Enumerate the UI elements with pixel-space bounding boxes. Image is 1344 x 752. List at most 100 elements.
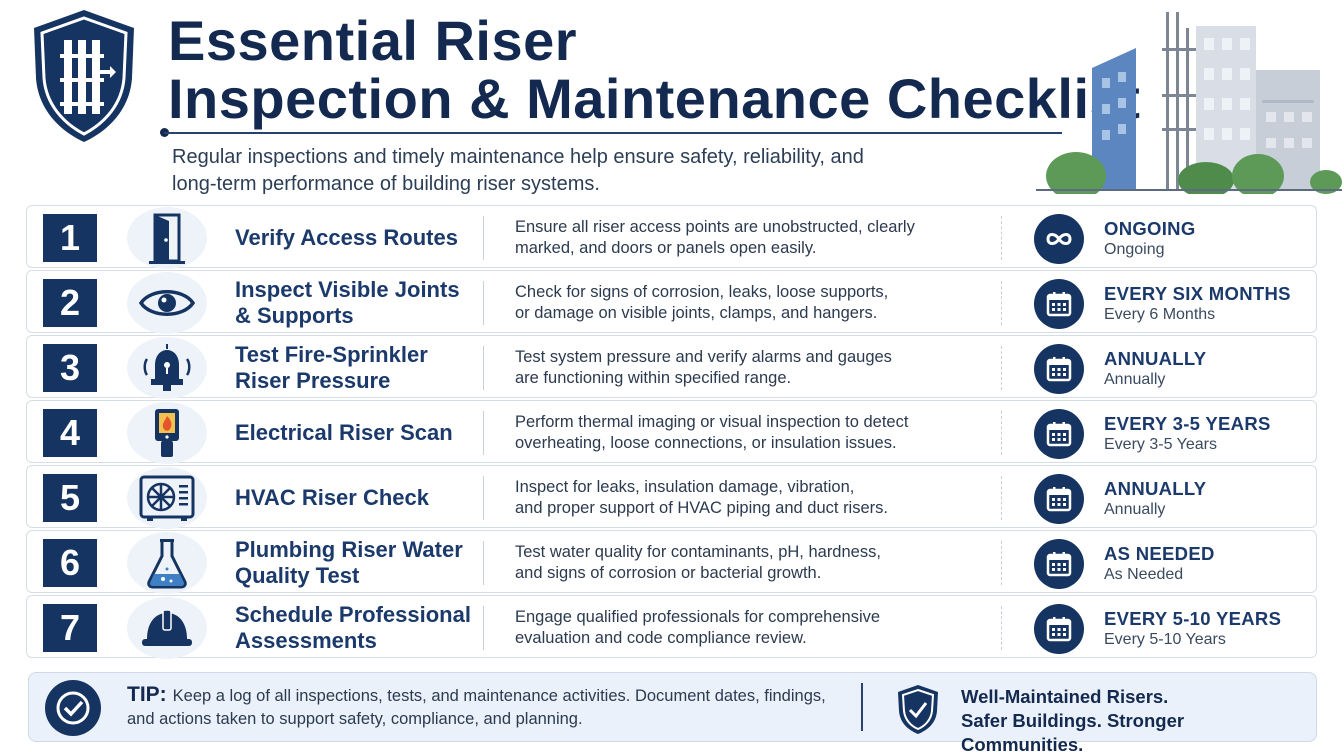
calendar-icon [1046,357,1072,382]
hvac-unit-icon [139,475,195,521]
header: Essential Riser Inspection & Maintenance… [0,0,1344,200]
subtitle-line-1: Regular inspections and timely maintenan… [172,146,864,168]
step-number: 2 [43,279,97,327]
row-title: Plumbing Riser Water Quality Test [235,536,463,588]
frequency-label: ANNUALLY [1104,348,1207,369]
row-icon-badge [127,597,207,659]
row-title: Electrical Riser Scan [235,419,453,445]
hard-hat-icon [142,609,192,646]
step-number: 7 [43,604,97,652]
frequency: AS NEEDED As Needed [1104,543,1314,585]
row-icon-badge [127,532,207,594]
column-divider [483,476,484,520]
thermal-camera-icon [155,409,179,457]
tip-text: TIP: Keep a log of all inspections, tests… [127,683,837,731]
shield-check-icon [898,685,938,734]
frequency-detail: Every 6 Months [1104,306,1216,323]
tip-body: Keep a log of all inspections, tests, an… [127,687,826,728]
riser-shield-logo-icon [34,10,134,142]
frequency-badge [1034,344,1084,394]
checklist-row: 1 Verify Access Routes Ensure all riser … [26,205,1317,269]
checklist-row: 6 Plumbing Riser Water Quality Test Test… [26,530,1317,594]
title-line-1: Essential Riser [168,9,578,72]
column-divider [1001,606,1002,650]
column-divider [1001,476,1002,520]
frequency-badge [1034,539,1084,589]
calendar-icon [1046,487,1072,512]
step-number: 1 [43,214,97,262]
description-line: Inspect for leaks, insulation damage, vi… [515,477,855,496]
check-circle-icon [56,691,90,725]
frequency-label: EVERY 3-5 YEARS [1104,413,1271,434]
checklist-row: 3 Test Fire-Sprinkler Riser Pressure Tes… [26,335,1317,399]
row-description: Engage qualified professionals for compr… [515,596,985,659]
row-icon-badge [127,207,207,269]
checklist: 1 Verify Access Routes Ensure all riser … [26,205,1317,660]
row-title: HVAC Riser Check [235,484,429,510]
frequency-detail: As Needed [1104,566,1184,583]
frequency-label: EVERY SIX MONTHS [1104,283,1291,304]
column-divider [1001,541,1002,585]
description-line: marked, and doors or panels open easily. [515,238,817,257]
row-description: Test system pressure and verify alarms a… [515,336,985,399]
frequency-label: AS NEEDED [1104,543,1215,564]
frequency-detail: Ongoing [1104,241,1165,258]
description-line: or damage on visible joints, clamps, and… [515,303,878,322]
step-number: 4 [43,409,97,457]
tip-label: TIP: [127,683,167,706]
row-description: Ensure all riser access points are unobs… [515,206,985,269]
step-number: 6 [43,539,97,587]
description-line: Check for signs of corrosion, leaks, loo… [515,282,889,301]
checklist-row: 7 Schedule Professional Assessments Enga… [26,595,1317,659]
column-divider [483,541,484,585]
description-line: Perform thermal imaging or visual inspec… [515,412,909,431]
column-divider [483,411,484,455]
description-line: and proper support of HVAC piping and du… [515,498,888,517]
calendar-icon [1046,422,1072,447]
row-icon-badge [127,467,207,529]
column-divider [483,346,484,390]
slogan-line-2: Safer Buildings. Stronger Communities. [961,710,1185,752]
tip-banner: TIP: Keep a log of all inspections, tests… [28,672,1317,752]
checklist-row: 4 Electrical Riser Scan Perform thermal … [26,400,1317,464]
description-line: overheating, loose connections, or insul… [515,433,897,452]
row-title: Verify Access Routes [235,224,458,250]
description-line: Test system pressure and verify alarms a… [515,347,892,366]
frequency-label: ONGOING [1104,218,1196,239]
description-line: Test water quality for contaminants, pH,… [515,542,881,561]
row-icon-badge [127,402,207,464]
row-description: Inspect for leaks, insulation damage, vi… [515,466,985,529]
row-description: Perform thermal imaging or visual inspec… [515,401,985,464]
tip-divider [861,683,863,731]
frequency: EVERY 5-10 YEARS Every 5-10 Years [1104,608,1314,650]
title-line-2: Inspection & Maintenance Checklist [168,67,1141,130]
frequency-badge [1034,474,1084,524]
description-line: and signs of corrosion or bacterial grow… [515,563,822,582]
frequency: ANNUALLY Annually [1104,348,1314,390]
column-divider [483,281,484,325]
description-line: Engage qualified professionals for compr… [515,607,881,626]
door-icon [149,213,185,264]
row-title: Inspect Visible Joints & Supports [235,276,460,328]
alarm-bell-icon [143,344,191,391]
frequency: EVERY SIX MONTHS Every 6 Months [1104,283,1314,325]
column-divider [483,216,484,260]
description-line: evaluation and code compliance review. [515,628,807,647]
slogan-line-1: Well-Maintained Risers. [961,686,1169,707]
column-divider [1001,216,1002,260]
subtitle: Regular inspections and timely maintenan… [172,144,892,198]
eye-icon [138,290,196,316]
frequency: ONGOING Ongoing [1104,218,1314,260]
frequency-detail: Annually [1104,371,1166,388]
tip-badge [45,680,101,736]
row-icon-badge [127,337,207,399]
calendar-icon [1046,617,1072,642]
step-number: 3 [43,344,97,392]
row-title: Schedule Professional Assessments [235,601,471,653]
description-line: Ensure all riser access points are unobs… [515,217,915,236]
frequency-detail: Every 5-10 Years [1104,631,1226,648]
city-buildings-illustration-icon [1036,12,1342,194]
title-underline [164,132,1062,134]
calendar-icon [1046,292,1072,317]
frequency: EVERY 3-5 YEARS Every 3-5 Years [1104,413,1314,455]
